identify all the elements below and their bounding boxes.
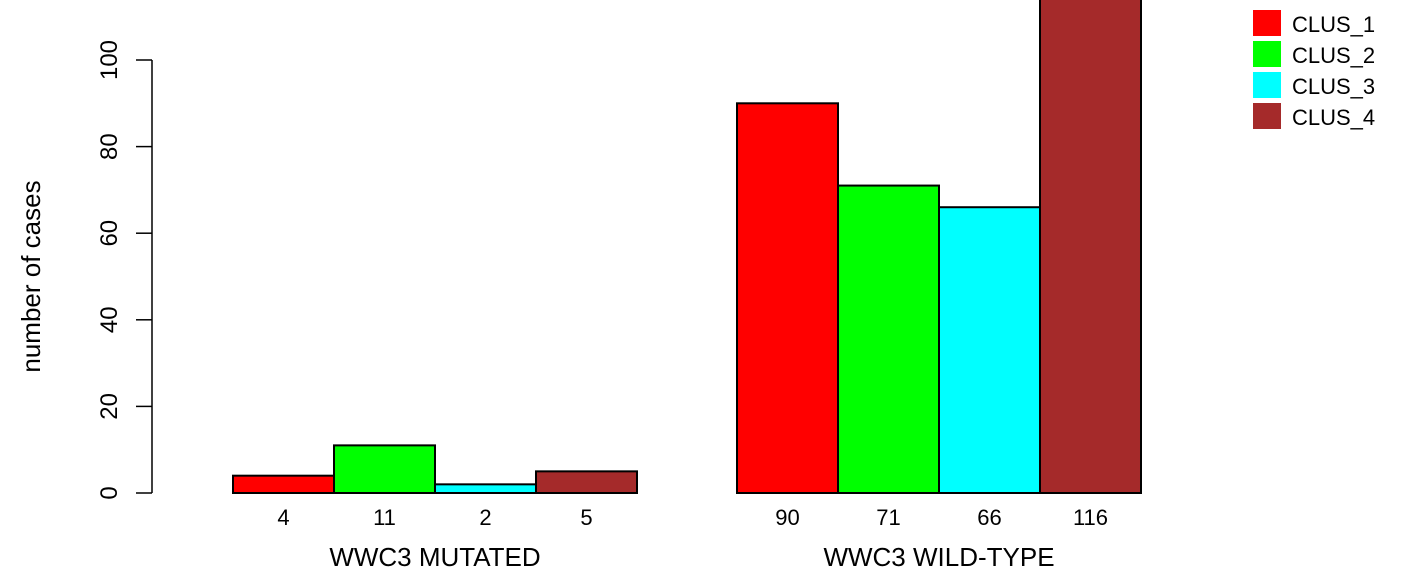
- bar-clus-1: [736, 102, 839, 495]
- bar-count-label: 66: [977, 505, 1001, 530]
- group-label: WWC3 WILD-TYPE: [823, 542, 1054, 572]
- y-axis: 0 20 40 60 80 100 number of cases: [16, 40, 153, 500]
- y-tick-label: 100: [96, 40, 123, 80]
- legend-label: CLUS_4: [1292, 105, 1375, 130]
- bar-count-label: 2: [479, 505, 491, 530]
- bars: [232, 0, 1142, 495]
- bar-clus-2: [837, 184, 940, 494]
- legend-swatch: [1253, 72, 1281, 98]
- bar-clus-1: [232, 474, 335, 494]
- y-tick-label: 60: [96, 220, 123, 247]
- bar-count-label: 11: [373, 505, 396, 530]
- legend-label: CLUS_2: [1292, 43, 1375, 68]
- legend-swatch: [1253, 103, 1281, 129]
- bar-clus-4: [535, 470, 638, 495]
- bar-clus-3: [434, 483, 537, 494]
- bar-clus-2: [333, 444, 436, 494]
- legend-label: CLUS_1: [1292, 12, 1375, 37]
- bar-count-label: 116: [1073, 505, 1108, 530]
- bar-count-label: 90: [775, 505, 799, 530]
- group-label: WWC3 MUTATED: [329, 542, 540, 572]
- legend-label: CLUS_3: [1292, 74, 1375, 99]
- legend-swatch: [1253, 10, 1281, 36]
- y-tick-label: 20: [96, 393, 123, 420]
- legend: CLUS_1 CLUS_2 CLUS_3 CLUS_4: [1253, 10, 1375, 130]
- y-axis-label: number of cases: [16, 180, 46, 372]
- legend-swatch: [1253, 41, 1281, 67]
- y-tick-label: 0: [96, 486, 123, 499]
- group-labels: WWC3 MUTATED WWC3 WILD-TYPE: [329, 542, 1054, 572]
- y-tick-label: 40: [96, 306, 123, 333]
- bar-clus-3: [938, 206, 1041, 494]
- bar-count-label: 71: [876, 505, 900, 530]
- bar-count-label: 4: [277, 505, 289, 530]
- count-labels: 4 11 2 5 90 71 66 116: [277, 505, 1108, 530]
- y-tick-label: 80: [96, 133, 123, 160]
- bar-count-label: 5: [580, 505, 592, 530]
- bar-clus-4: [1039, 0, 1142, 494]
